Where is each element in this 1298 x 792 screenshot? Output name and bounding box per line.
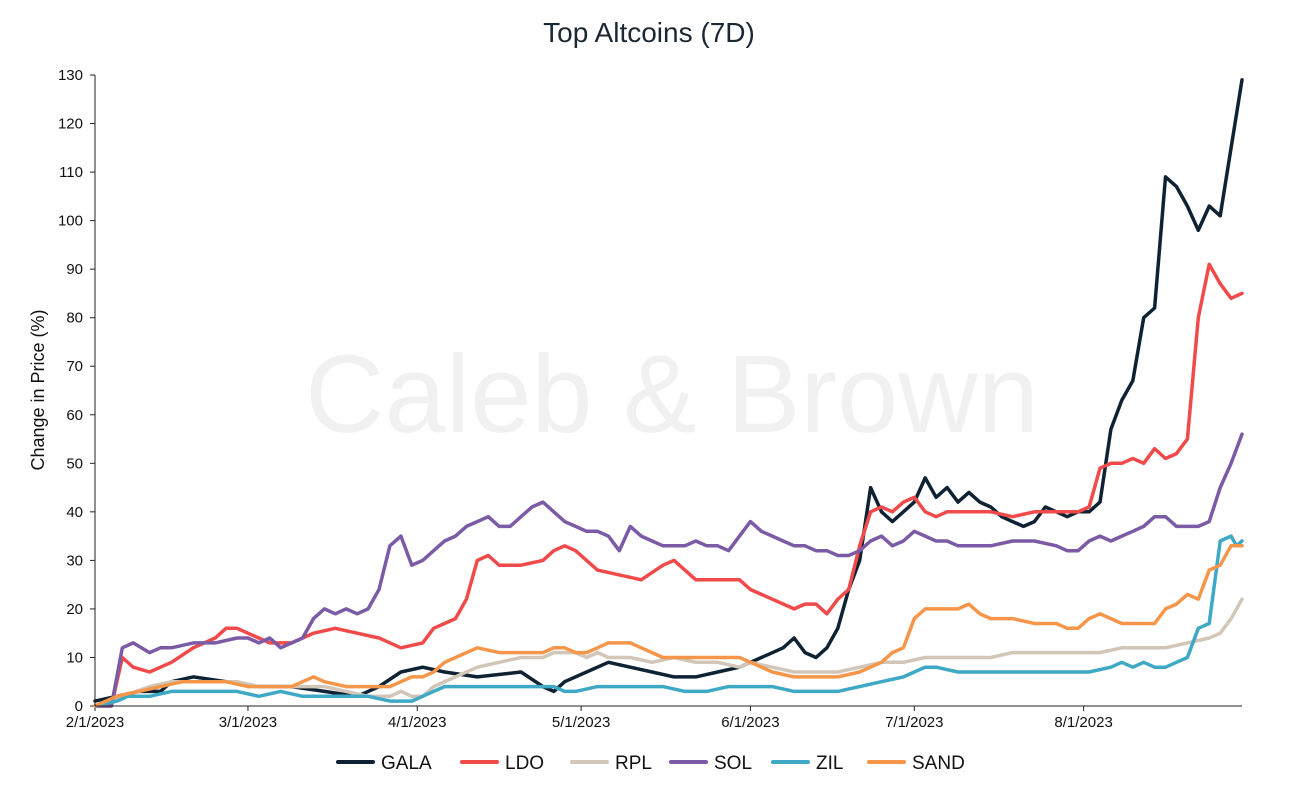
x-axis-ticks: 2/1/2023 3/1/2023 4/1/2023 5/1/2023 6/1/2023… — [66, 706, 1113, 731]
series-lines — [93, 78, 1244, 708]
x-tick-label: 8/1/2023 — [1054, 714, 1112, 731]
x-tick-label: 7/1/2023 — [885, 714, 943, 731]
chart-title: Top Altcoins (7D) — [543, 17, 755, 48]
x-tick-label: 6/1/2023 — [721, 714, 779, 731]
legend-label-sand: SAND — [912, 753, 965, 774]
y-tick-label: 60 — [66, 407, 83, 424]
series-line-sand — [93, 544, 1244, 708]
y-tick-label: 50 — [66, 455, 83, 472]
y-tick-label: 20 — [66, 601, 83, 618]
legend: GALA LDO RPL SOL ZIL SAND — [336, 753, 965, 774]
y-tick-label: 40 — [66, 504, 83, 521]
y-tick-label: 0 — [75, 698, 83, 715]
y-tick-label: 70 — [66, 358, 83, 375]
y-axis-ticks: 0 10 20 30 40 50 60 70 80 90 100 110 120 130 — [58, 67, 95, 715]
y-tick-label: 10 — [66, 649, 83, 666]
y-tick-label: 130 — [58, 67, 83, 84]
series-line-sol — [93, 432, 1244, 708]
watermark: Caleb & Brown — [305, 333, 1039, 456]
legend-label-sol: SOL — [714, 753, 752, 774]
y-tick-label: 110 — [59, 164, 83, 181]
legend-label-gala: GALA — [381, 753, 432, 774]
y-tick-label: 90 — [66, 261, 83, 278]
y-tick-label: 120 — [58, 116, 83, 133]
y-tick-label: 80 — [66, 310, 83, 327]
y-axis-label: Change in Price (%) — [28, 309, 48, 470]
x-tick-label: 3/1/2023 — [219, 714, 277, 731]
x-tick-label: 5/1/2023 — [552, 714, 610, 731]
series-line-ldo — [93, 262, 1244, 708]
x-tick-label: 4/1/2023 — [388, 714, 446, 731]
y-tick-label: 30 — [66, 552, 83, 569]
series-line-rpl — [93, 597, 1244, 708]
x-tick-label: 2/1/2023 — [66, 714, 124, 731]
y-tick-label: 100 — [58, 213, 83, 230]
legend-label-rpl: RPL — [615, 753, 652, 774]
legend-label-ldo: LDO — [505, 753, 544, 774]
series-line-zil — [93, 534, 1244, 708]
legend-label-zil: ZIL — [816, 753, 843, 774]
series-line-gala — [93, 78, 1244, 703]
